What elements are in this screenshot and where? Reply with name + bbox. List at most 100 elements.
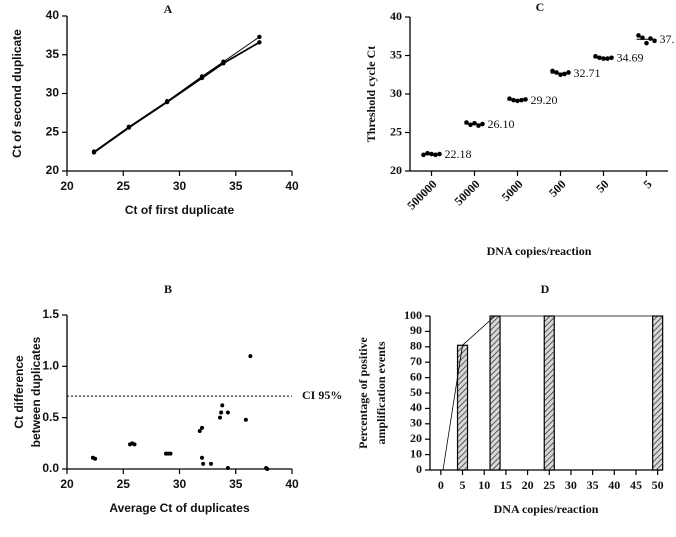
series-line [93, 41, 260, 154]
x-tick-label: 5000 [499, 177, 526, 204]
x-tick-label: 50 [652, 478, 664, 492]
y-tick-label: 20 [46, 163, 60, 177]
y-tick-label: 30 [410, 416, 422, 430]
y-tick-label: 1.5 [42, 307, 59, 321]
replicate-point [425, 150, 430, 156]
replicate-point [644, 40, 649, 46]
x-tick-label: 35 [587, 478, 599, 492]
x-tick-label: 20 [522, 478, 534, 492]
value-label: 32.71 [574, 66, 601, 80]
value-label: 22.18 [445, 147, 472, 161]
point [209, 461, 213, 466]
replicate-point [605, 56, 610, 61]
y-tick-label: 35 [46, 47, 60, 61]
point [257, 34, 262, 40]
replicate-point [550, 68, 555, 74]
x-tick-label: 30 [173, 179, 187, 193]
point [220, 403, 225, 408]
point [221, 61, 226, 66]
replicate-point [566, 70, 571, 75]
y-tick-label: 50 [410, 385, 422, 399]
point [201, 461, 206, 466]
replicate-point [472, 120, 477, 126]
replicate-point [515, 98, 520, 104]
replicate-point [468, 122, 473, 128]
point [164, 99, 170, 105]
replicate-point [562, 71, 567, 77]
point [248, 354, 253, 359]
x-tick-label: 50 [593, 177, 611, 195]
y-tick-label: 70 [410, 354, 422, 368]
point [199, 75, 205, 81]
value-label: 29.20 [531, 93, 558, 107]
replicate-point [523, 97, 528, 102]
y-tick-label: 1.0 [42, 359, 59, 373]
y-tick-label: 25 [390, 124, 402, 138]
replicate-point [648, 36, 653, 41]
point [225, 465, 230, 470]
point [265, 467, 270, 471]
point [126, 125, 132, 130]
x-tick-label: 35 [229, 179, 243, 193]
x-axis-label: DNA copies/reaction [494, 502, 599, 516]
point [243, 417, 248, 422]
x-tick-label: 50000 [451, 177, 482, 208]
value-label: 26.10 [488, 117, 515, 131]
y-axis-label: between duplicates [29, 336, 43, 447]
x-tick-label: 30 [173, 477, 187, 491]
bar [543, 315, 555, 471]
y-axis-label: amplification events [374, 341, 388, 444]
y-tick-label: 10 [410, 446, 422, 460]
x-tick-label: 40 [285, 477, 299, 491]
x-tick-label: 15 [500, 478, 512, 492]
x-tick-label: 5 [460, 478, 466, 492]
y-tick-label: 0 [416, 462, 422, 476]
x-tick-label: 500 [546, 177, 569, 200]
x-axis-label: Ct of first duplicate [125, 203, 235, 217]
x-tick-label: 20 [60, 179, 74, 193]
y-tick-label: 35 [390, 47, 402, 61]
x-tick-label: 30 [565, 478, 577, 492]
replicate-point [636, 33, 641, 38]
y-axis-label: Ct difference [12, 355, 26, 429]
point [91, 150, 97, 155]
y-tick-label: 20 [410, 431, 422, 445]
panel-title: A [164, 2, 173, 16]
y-axis-label: Ct of second duplicate [10, 29, 24, 158]
point [132, 442, 137, 447]
x-axis-label: Average Ct of duplicates [109, 501, 250, 515]
y-axis-label: Threshold cycle Ct [364, 46, 378, 142]
panel-title: D [541, 282, 550, 296]
trend-line [442, 315, 658, 471]
y-tick-label: 25 [46, 124, 60, 138]
point [218, 415, 222, 420]
reference-label: CI 95% [302, 388, 342, 402]
point [168, 451, 173, 456]
point [93, 456, 98, 461]
x-tick-label: 40 [608, 478, 620, 492]
value-label: 37.11 [660, 32, 676, 46]
x-tick-label: 25 [117, 179, 131, 193]
point [257, 40, 262, 45]
x-tick-label: 20 [60, 477, 74, 491]
x-tick-label: 10 [478, 478, 490, 492]
bar [456, 344, 469, 471]
x-tick-label: 500000 [404, 177, 439, 212]
point [197, 429, 202, 434]
y-tick-label: 100 [404, 308, 422, 322]
x-tick-label: 45 [630, 478, 642, 492]
panel-title: B [164, 282, 172, 296]
panel-title: C [536, 0, 545, 14]
y-tick-label: 0.5 [42, 410, 59, 424]
replicate-point [421, 152, 426, 158]
point [200, 455, 204, 460]
x-tick-label: 0 [438, 478, 444, 492]
y-tick-label: 40 [410, 400, 422, 414]
bar [652, 315, 664, 471]
y-tick-label: 40 [390, 9, 402, 23]
y-tick-label: 30 [46, 86, 60, 100]
x-tick-label: 35 [229, 477, 243, 491]
x-tick-label: 25 [543, 478, 555, 492]
replicate-point [554, 70, 559, 75]
